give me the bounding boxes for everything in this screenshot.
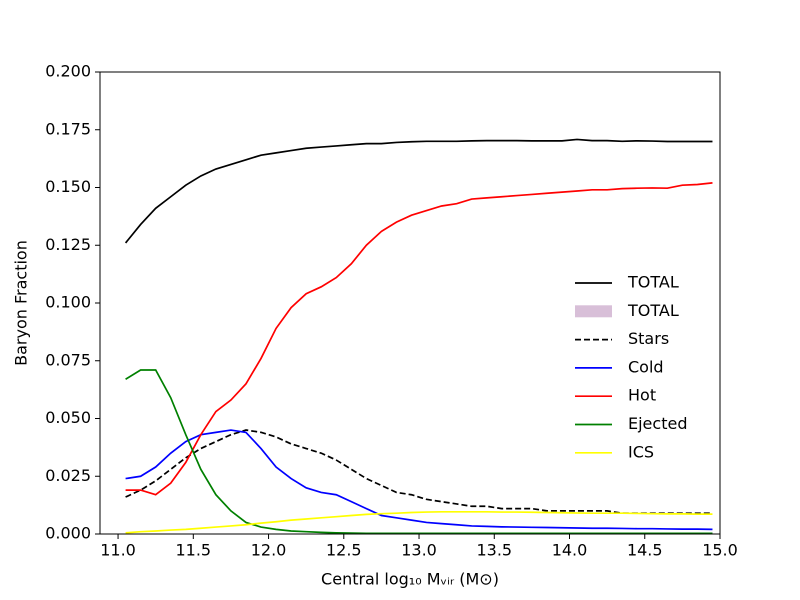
y-tick-label: 0.200 [45, 62, 91, 81]
y-tick-label: 0.050 [45, 408, 91, 427]
y-tick-label: 0.125 [45, 235, 91, 254]
series-line [125, 510, 713, 534]
legend-label: TOTAL [627, 273, 679, 292]
series-line [125, 182, 713, 496]
series-line [125, 429, 713, 531]
series-line [125, 369, 713, 535]
series-line [124, 138, 713, 244]
y-axis-label: Baryon Fraction [12, 240, 31, 366]
x-tick-label: 13.5 [476, 541, 512, 560]
x-axis-label: Central log₁₀ Mᵥᵢᵣ (M⊙) [321, 570, 499, 589]
legend-label: Cold [628, 357, 664, 376]
x-tick-label: 14.0 [552, 541, 588, 560]
x-tick-label: 14.5 [627, 541, 663, 560]
legend-label: ICS [628, 442, 654, 461]
legend-label: Ejected [628, 414, 687, 433]
y-tick-label: 0.000 [45, 524, 91, 543]
x-tick-label: 15.0 [702, 541, 738, 560]
legend-label: TOTAL [627, 301, 679, 320]
legend-label: Stars [628, 329, 669, 348]
series-line [125, 429, 713, 515]
legend-label: Hot [628, 386, 656, 405]
legend-swatch [575, 305, 612, 318]
x-tick-label: 12.0 [251, 541, 287, 560]
x-tick-label: 13.0 [401, 541, 437, 560]
y-tick-label: 0.100 [45, 293, 91, 312]
x-tick-label: 11.0 [100, 541, 136, 560]
y-tick-label: 0.075 [45, 350, 91, 369]
y-tick-label: 0.150 [45, 177, 91, 196]
y-tick-label: 0.175 [45, 119, 91, 138]
x-tick-label: 11.5 [175, 541, 211, 560]
y-tick-label: 0.025 [45, 466, 91, 485]
x-tick-label: 12.5 [326, 541, 362, 560]
